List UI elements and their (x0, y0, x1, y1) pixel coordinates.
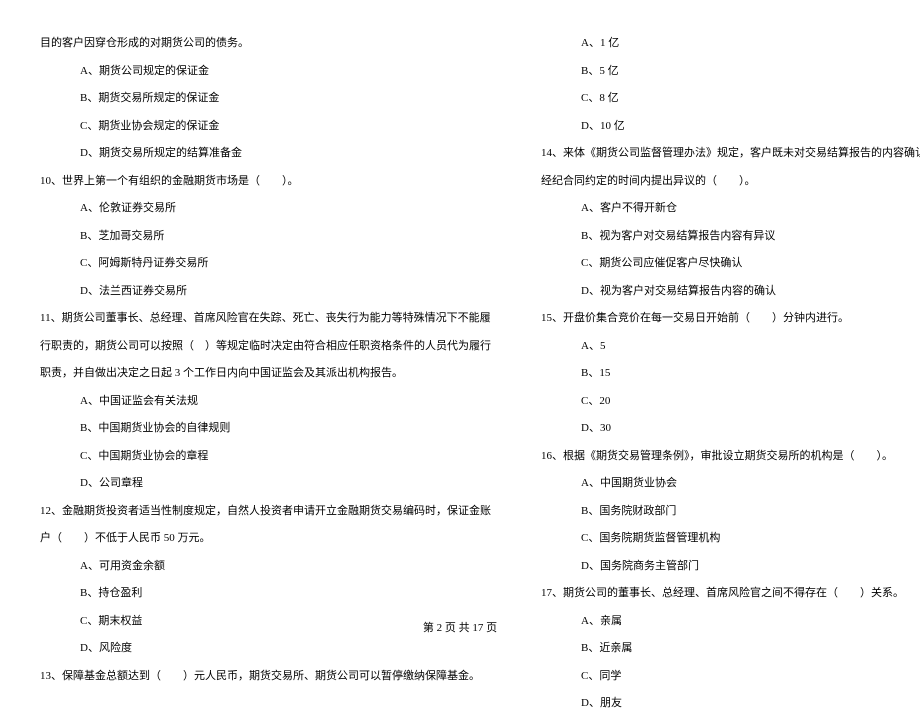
text-line: C、8 亿 (541, 85, 920, 113)
text-line: D、朋友 (541, 690, 920, 718)
text-line: 12、金融期货投资者适当性制度规定，自然人投资者申请开立金融期货交易编码时，保证… (40, 498, 491, 526)
text-line: D、法兰西证券交易所 (40, 278, 491, 306)
page-footer: 第 2 页 共 17 页 (0, 619, 920, 635)
text-line: 17、期货公司的董事长、总经理、首席风险官之间不得存在（ ）关系。 (541, 580, 920, 608)
text-line: B、15 (541, 360, 920, 388)
text-line: D、公司章程 (40, 470, 491, 498)
text-line: 14、来体《期货公司监督管理办法》规定，客户既未对交易结算报告的内容确认，也未在… (541, 140, 920, 168)
text-line: A、中国证监会有关法规 (40, 388, 491, 416)
left-column: 目的客户因穿仓形成的对期货公司的债务。A、期货公司规定的保证金B、期货交易所规定… (40, 30, 491, 600)
text-line: A、5 (541, 333, 920, 361)
text-line: A、客户不得开新仓 (541, 195, 920, 223)
text-line: B、国务院财政部门 (541, 498, 920, 526)
text-line: A、1 亿 (541, 30, 920, 58)
text-line: B、5 亿 (541, 58, 920, 86)
text-line: C、同学 (541, 663, 920, 691)
text-line: C、期货业协会规定的保证金 (40, 113, 491, 141)
text-line: 经纪合同约定的时间内提出异议的（ ）。 (541, 168, 920, 196)
text-line: B、中国期货业协会的自律规则 (40, 415, 491, 443)
text-line: 13、保障基金总额达到（ ）元人民币，期货交易所、期货公司可以暂停缴纳保障基金。 (40, 663, 491, 691)
text-line: 行职责的，期货公司可以按照（ ）等规定临时决定由符合相应任职资格条件的人员代为履… (40, 333, 491, 361)
text-line: B、视为客户对交易结算报告内容有异议 (541, 223, 920, 251)
right-column: A、1 亿B、5 亿C、8 亿D、10 亿14、来体《期货公司监督管理办法》规定… (541, 30, 920, 600)
text-line: D、视为客户对交易结算报告内容的确认 (541, 278, 920, 306)
text-line: B、芝加哥交易所 (40, 223, 491, 251)
text-line: D、期货交易所规定的结算准备金 (40, 140, 491, 168)
text-line: D、国务院商务主管部门 (541, 553, 920, 581)
text-line: D、10 亿 (541, 113, 920, 141)
text-line: B、期货交易所规定的保证金 (40, 85, 491, 113)
text-line: A、中国期货业协会 (541, 470, 920, 498)
text-line: C、20 (541, 388, 920, 416)
text-line: 职责，并自做出决定之日起 3 个工作日内向中国证监会及其派出机构报告。 (40, 360, 491, 388)
text-line: 15、开盘价集合竞价在每一交易日开始前（ ）分钟内进行。 (541, 305, 920, 333)
text-line: A、可用资金余额 (40, 553, 491, 581)
text-line: A、期货公司规定的保证金 (40, 58, 491, 86)
text-line: D、30 (541, 415, 920, 443)
text-line: C、期货公司应催促客户尽快确认 (541, 250, 920, 278)
text-line: B、近亲属 (541, 635, 920, 663)
text-line: 目的客户因穿仓形成的对期货公司的债务。 (40, 30, 491, 58)
text-line: C、中国期货业协会的章程 (40, 443, 491, 471)
content-columns: 目的客户因穿仓形成的对期货公司的债务。A、期货公司规定的保证金B、期货交易所规定… (40, 30, 880, 600)
text-line: 10、世界上第一个有组织的金融期货市场是（ ）。 (40, 168, 491, 196)
text-line: C、阿姆斯特丹证券交易所 (40, 250, 491, 278)
text-line: A、伦敦证券交易所 (40, 195, 491, 223)
text-line: D、风险度 (40, 635, 491, 663)
text-line: C、国务院期货监督管理机构 (541, 525, 920, 553)
text-line: 11、期货公司董事长、总经理、首席风险官在失踪、死亡、丧失行为能力等特殊情况下不… (40, 305, 491, 333)
text-line: 户（ ）不低于人民币 50 万元。 (40, 525, 491, 553)
text-line: 16、根据《期货交易管理条例》，审批设立期货交易所的机构是（ ）。 (541, 443, 920, 471)
text-line: B、持仓盈利 (40, 580, 491, 608)
